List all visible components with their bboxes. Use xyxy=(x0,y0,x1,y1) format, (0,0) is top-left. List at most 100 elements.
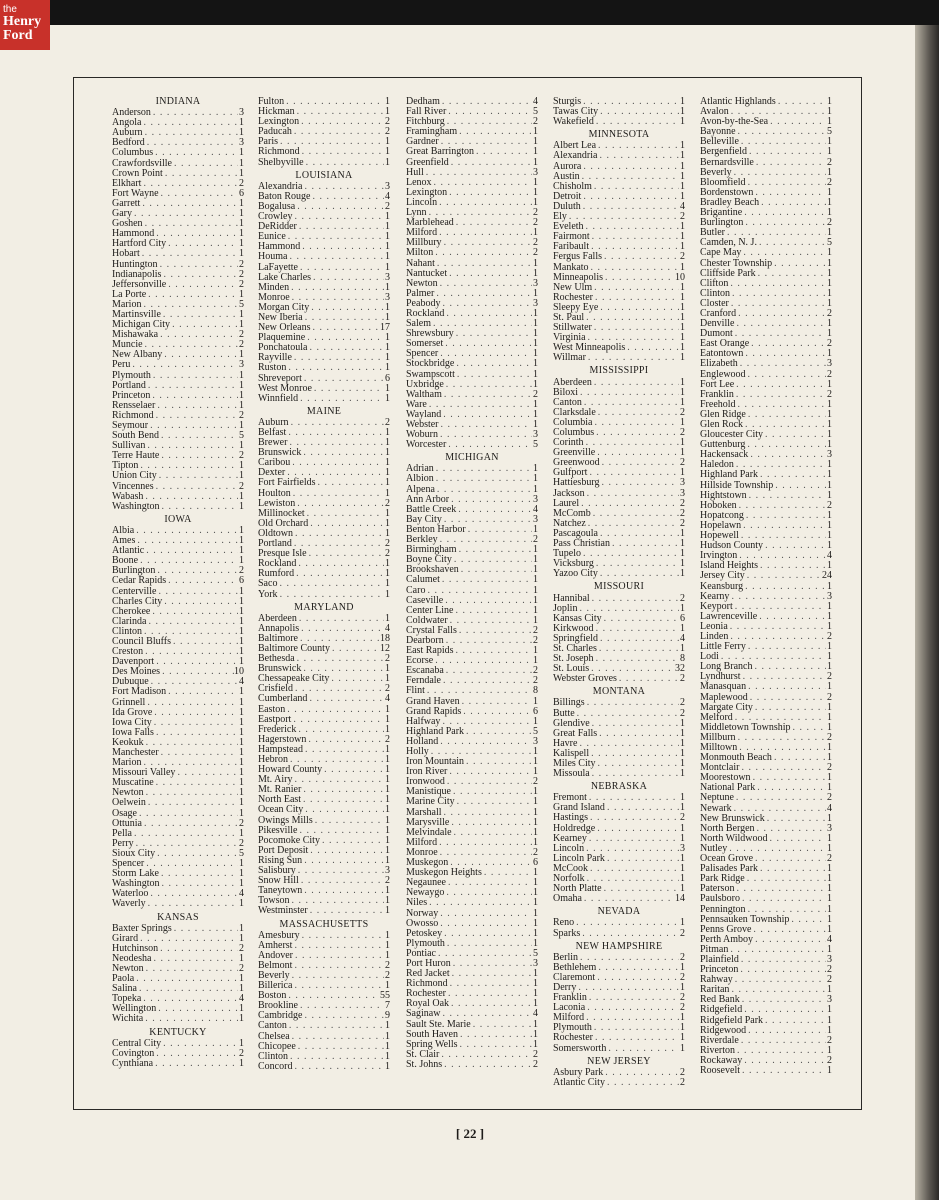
city-entry: Joplin1 xyxy=(553,603,685,614)
dot-leader xyxy=(155,566,238,576)
city-name: Pass Christian xyxy=(553,538,610,550)
city-count: 1 xyxy=(533,998,538,1010)
city-name: Cumberland xyxy=(258,693,308,705)
city-count: 1 xyxy=(385,844,390,856)
city-entry: Gloucester City1 xyxy=(700,429,832,440)
city-count: 1 xyxy=(239,470,244,482)
dot-leader xyxy=(448,616,532,626)
city-count: 8 xyxy=(680,653,685,665)
city-entry: Asbury Park2 xyxy=(553,1067,685,1078)
city-name: Fort Fairfields xyxy=(258,477,316,489)
city-entry: Bordenstown1 xyxy=(700,186,832,198)
dot-leader xyxy=(457,545,532,555)
city-entry: Island Heights1 xyxy=(700,561,832,571)
city-name: Peabody xyxy=(406,297,441,309)
city-count: 3 xyxy=(533,493,538,505)
dot-leader xyxy=(728,945,826,955)
city-name: Caro xyxy=(406,584,426,596)
city-name: Washington xyxy=(112,878,160,890)
city-name: Miles City xyxy=(553,758,596,769)
dot-leader xyxy=(743,218,826,228)
city-entry: Monmouth Beach1 xyxy=(700,752,832,764)
city-entry: Shreveport6 xyxy=(258,373,390,384)
city-name: Albert Lea xyxy=(553,140,597,152)
city-name: Duluth xyxy=(553,200,581,212)
city-count: 1 xyxy=(827,318,832,330)
dot-leader xyxy=(734,319,826,329)
city-entry: Palisades Park1 xyxy=(700,864,832,874)
city-count: 1 xyxy=(385,703,390,715)
city-count: 2 xyxy=(680,211,685,223)
city-count: 1 xyxy=(239,1013,244,1025)
city-count: 5 xyxy=(827,237,832,249)
city-entry: Brunswick1 xyxy=(258,664,390,674)
city-name: Lyndhurst xyxy=(700,671,741,683)
dot-leader xyxy=(767,834,826,844)
city-count: 4 xyxy=(239,676,244,688)
city-entry: Baton Rouge4 xyxy=(258,191,390,202)
city-name: Goshen xyxy=(112,218,143,230)
dot-leader xyxy=(592,182,679,192)
dot-leader xyxy=(434,474,532,484)
city-entry: Palmer1 xyxy=(406,288,538,299)
city-count: 2 xyxy=(827,853,832,865)
city-entry: Center Line1 xyxy=(406,605,538,616)
city-name: Perry xyxy=(112,837,134,849)
city-count: 1 xyxy=(533,156,538,168)
city-entry: Holly1 xyxy=(406,746,538,757)
city-entry: Nantucket1 xyxy=(406,268,538,279)
city-name: Hartford City xyxy=(112,238,167,250)
city-entry: Kearny3 xyxy=(700,591,832,602)
city-name: Butler xyxy=(700,227,725,239)
city-count: 1 xyxy=(827,752,832,764)
city-entry: Middletown Township1 xyxy=(700,722,832,733)
city-count: 1 xyxy=(385,854,390,866)
city-name: Boyne City xyxy=(406,554,452,566)
city-name: Ferndale xyxy=(406,675,441,687)
city-name: Crisfield xyxy=(258,683,293,695)
city-entry: Natchez2 xyxy=(553,518,685,529)
city-count: 2 xyxy=(533,634,538,646)
city-name: Westminster xyxy=(258,905,308,917)
city-count: 1 xyxy=(239,777,244,789)
city-entry: Mt. Airy1 xyxy=(258,775,390,785)
dot-leader xyxy=(152,718,238,728)
city-count: 1 xyxy=(680,961,685,973)
city-entry: Leonia1 xyxy=(700,621,832,632)
city-name: Hackensack xyxy=(700,449,749,461)
city-name: Clinton xyxy=(258,1050,289,1062)
city-entry: Peru3 xyxy=(112,360,244,370)
city-entry: Petoskey1 xyxy=(406,928,538,939)
city-count: 1 xyxy=(385,281,390,293)
dot-leader xyxy=(443,339,532,349)
dot-leader xyxy=(454,646,533,656)
city-name: Highland Park xyxy=(406,725,465,737)
dot-leader xyxy=(292,353,384,363)
city-entry: Cranford2 xyxy=(700,308,832,319)
city-entry: Melford1 xyxy=(700,712,832,723)
city-name: Bordenstown xyxy=(700,186,754,198)
city-name: Greenfield xyxy=(406,156,449,168)
city-name: Ridgefield Park xyxy=(700,1014,764,1026)
city-entry: Claremont2 xyxy=(553,972,685,983)
city-name: Hastings xyxy=(553,812,588,824)
city-count: 1 xyxy=(239,127,244,139)
dot-leader xyxy=(736,309,826,319)
dot-leader xyxy=(605,854,679,864)
city-entry: Crawfordsville1 xyxy=(112,158,244,169)
city-name: Flint xyxy=(406,685,425,697)
dot-leader xyxy=(600,458,679,468)
dot-leader xyxy=(585,489,679,499)
city-name: Indianapolis xyxy=(112,268,162,280)
dot-leader xyxy=(311,192,385,202)
city-count: 1 xyxy=(385,437,390,449)
city-name: Hattiesburg xyxy=(553,477,600,489)
city-count: 1 xyxy=(385,106,390,118)
city-name: Baxter Springs xyxy=(112,922,172,934)
city-entry: Peabody3 xyxy=(406,297,538,309)
city-entry: Ida Grove1 xyxy=(112,707,244,718)
city-count: 1 xyxy=(533,358,538,370)
dot-leader xyxy=(447,269,532,279)
city-entry: Keansburg1 xyxy=(700,581,832,592)
dot-leader xyxy=(587,468,679,478)
